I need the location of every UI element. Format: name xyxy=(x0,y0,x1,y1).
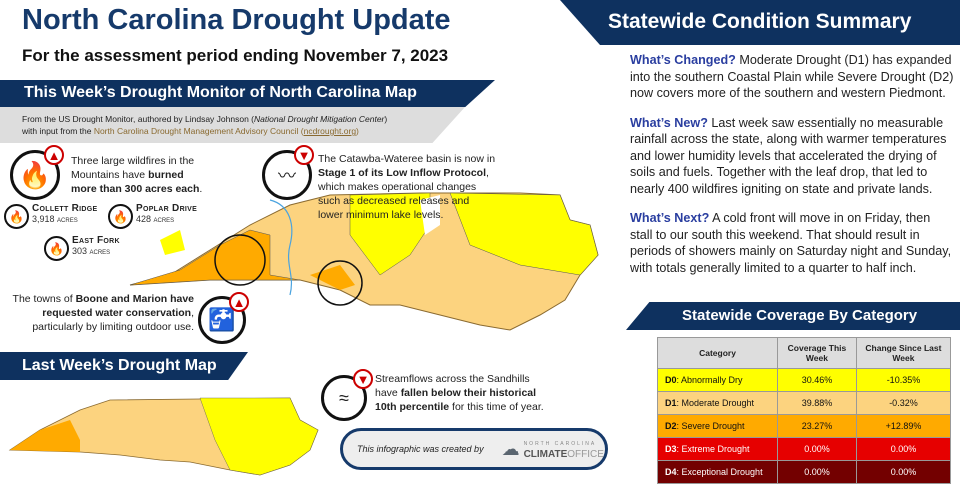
change-cell: -0.32% xyxy=(855,391,952,415)
arrow-down-icon: ▼ xyxy=(353,369,373,389)
credit-text: with input from the xyxy=(22,126,94,136)
fire-poplar-drive: Poplar Drive 428 acres xyxy=(136,203,198,224)
ncdrought-link[interactable]: ncdrought.org xyxy=(303,126,357,136)
arrow-up-icon: ▲ xyxy=(229,292,249,312)
table-row: D2: Severe Drought 23.27% +12.89% xyxy=(657,414,952,438)
river xyxy=(269,199,293,296)
coverage-cell: 39.88% xyxy=(777,391,857,415)
category-cell: D2: Severe Drought xyxy=(657,414,778,438)
credit-org: National Drought Mitigation Center xyxy=(253,114,385,124)
table-row: D3: Extreme Drought 0.00% 0.00% xyxy=(657,437,952,461)
category-cell: D1: Moderate Drought xyxy=(657,391,778,415)
coverage-cell: 30.46% xyxy=(777,368,857,392)
d0-region-east xyxy=(449,192,599,276)
no-drought-region xyxy=(420,195,440,235)
credit-text: ( xyxy=(298,126,304,136)
map-credit: From the US Drought Monitor, authored by… xyxy=(0,107,465,143)
d0-region xyxy=(199,397,319,476)
cloud-logo-icon: ☁ xyxy=(501,438,520,459)
table-row: D4: Exceptional Drought 0.00% 0.00% xyxy=(657,460,952,484)
fire-icon: 🔥 xyxy=(4,204,29,229)
fire-east-fork: East Fork 303 acres xyxy=(72,235,120,256)
summary-text: What’s Changed? Moderate Drought (D1) ha… xyxy=(630,52,954,289)
table-row: D1: Moderate Drought 39.88% -0.32% xyxy=(657,391,952,415)
whats-new: What’s New? Last week saw essentially no… xyxy=(630,115,947,196)
yellow-small xyxy=(160,230,185,255)
coverage-cell: 0.00% xyxy=(777,437,857,461)
column-header: Change Since Last Week xyxy=(855,337,952,369)
fire-collett-ridge: Collett Ridge 3,918 acres xyxy=(32,203,98,224)
coverage-banner: Statewide Coverage By Category xyxy=(626,302,960,330)
credit-text: ) xyxy=(356,126,359,136)
streamflow-note: Streamflows across the Sandhills have fa… xyxy=(375,373,544,413)
fire-icon: 🔥 xyxy=(10,150,60,200)
fire-icon: 🔥 xyxy=(44,236,69,261)
whats-changed: What’s Changed? Moderate Drought (D1) ha… xyxy=(630,53,954,100)
table-header-row: Category Coverage This Week Change Since… xyxy=(657,337,952,369)
arrow-up-icon: ▲ xyxy=(44,145,64,165)
climate-office-logo: NORTH CAROLINA CLIMATEOFFICE xyxy=(523,440,604,460)
last-week-banner: Last Week’s Drought Map xyxy=(0,352,248,380)
catawba-highlight xyxy=(214,234,266,286)
sandhills-highlight xyxy=(317,260,363,306)
column-header: Category xyxy=(657,337,778,369)
category-cell: D3: Extreme Drought xyxy=(657,437,778,461)
credit-footer: This infographic was created by ☁ NORTH … xyxy=(340,428,608,470)
arrow-down-icon: ▼ xyxy=(294,145,314,165)
council-link[interactable]: North Carolina Drought Management Adviso… xyxy=(93,126,299,136)
whats-next: What’s Next? A cold front will move in o… xyxy=(630,211,952,275)
coverage-cell: 23.27% xyxy=(777,414,857,438)
d0-region xyxy=(349,192,431,276)
d2-region xyxy=(10,420,80,452)
credit-text: From the US Drought Monitor, authored by… xyxy=(22,114,254,124)
current-drought-map xyxy=(129,192,599,331)
column-header: Coverage This Week xyxy=(777,337,857,369)
fire-icon: 🔥 xyxy=(108,204,133,229)
table-row: D0: Abnormally Dry 30.46% -10.35% xyxy=(657,368,952,392)
map-section-banner: This Week’s Drought Monitor of North Car… xyxy=(0,80,495,107)
coverage-cell: 0.00% xyxy=(777,460,857,484)
category-cell: D0: Abnormally Dry xyxy=(657,368,778,392)
last-week-drought-map xyxy=(8,397,319,476)
wildfire-note: Three large wildfires in the Mountains h… xyxy=(71,155,203,195)
catawba-note-text: The Catawba-Wateree basin is now in Stag… xyxy=(318,153,496,221)
page-subtitle: For the assessment period ending Novembe… xyxy=(22,46,449,65)
page-title: North Carolina Drought Update xyxy=(22,4,451,36)
footer-text: This infographic was created by xyxy=(357,444,484,454)
change-cell: -10.35% xyxy=(855,368,952,392)
change-cell: 0.00% xyxy=(855,460,952,484)
change-cell: +12.89% xyxy=(855,414,952,438)
boone-note: The towns of Boone and Marion have reque… xyxy=(12,293,194,333)
coverage-table: Category Coverage This Week Change Since… xyxy=(657,337,952,484)
summary-banner: Statewide Condition Summary xyxy=(560,0,960,45)
credit-text: ) xyxy=(384,114,388,124)
change-cell: 0.00% xyxy=(855,437,952,461)
category-cell: D4: Exceptional Drought xyxy=(657,460,778,484)
